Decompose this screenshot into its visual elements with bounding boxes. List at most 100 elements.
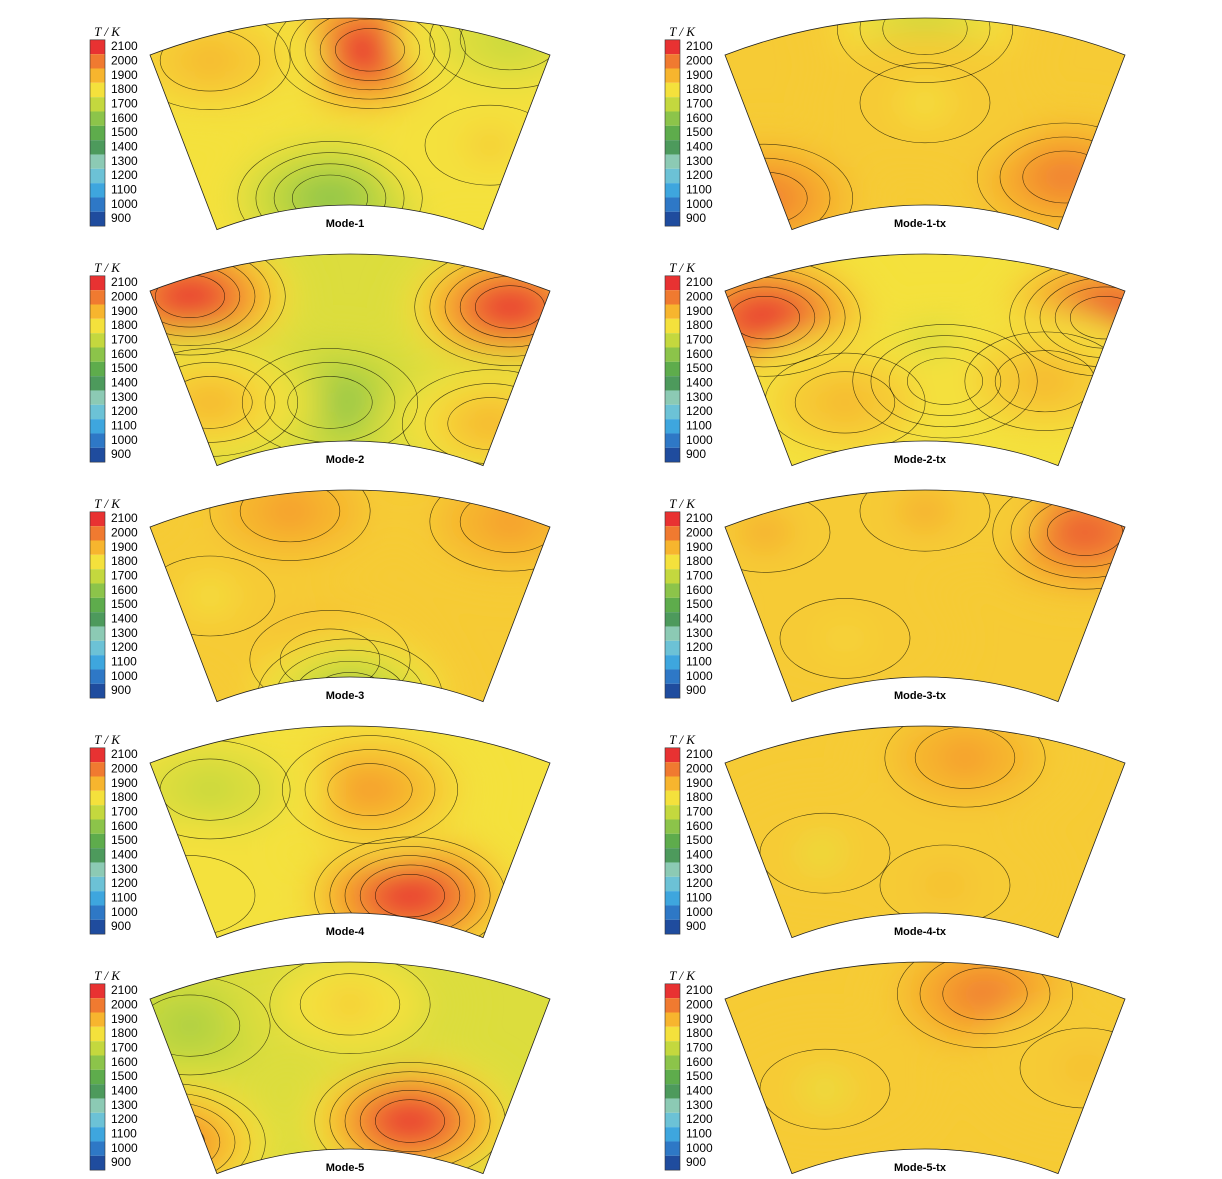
colorbar-tick-label: 1000 <box>686 905 713 919</box>
colorbar-tick-label: 1000 <box>111 905 138 919</box>
colorbar-tick-label: 1900 <box>111 304 138 318</box>
colorbar-tick-label: 2000 <box>686 526 713 540</box>
panel-title: Mode-3 <box>326 690 365 702</box>
colorbar-swatch <box>90 362 105 376</box>
colorbar-swatch <box>665 526 680 540</box>
field-spots <box>648 439 1202 710</box>
colorbar-label: T / K <box>669 968 696 983</box>
colorbar-tick-label: 1400 <box>686 139 713 153</box>
colorbar-tick-label: 2100 <box>111 39 138 53</box>
colorbar-tick-label: 1300 <box>686 1098 713 1112</box>
panel-title: Mode-5 <box>326 1162 365 1174</box>
colorbar-swatch <box>90 998 105 1012</box>
field-spot <box>484 506 536 538</box>
colorbar-swatch <box>665 819 680 833</box>
colorbar-swatch <box>665 111 680 125</box>
colorbar-swatch <box>90 111 105 125</box>
colorbar-tick-label: 1600 <box>111 819 138 833</box>
colorbar-tick-label: 1200 <box>686 876 713 890</box>
colorbar-tick-label: 900 <box>686 1155 706 1169</box>
colorbar-swatch <box>90 419 105 433</box>
colorbar-tick-label: 1600 <box>111 583 138 597</box>
colorbar-tick-label: 1500 <box>686 1069 713 1083</box>
colorbar-swatch <box>90 68 105 82</box>
colorbar-swatch <box>90 376 105 390</box>
panel-title: Mode-1-tx <box>894 218 947 230</box>
contour-field <box>648 246 1222 475</box>
panel: T / K21002000190018001700160015001400130… <box>665 922 1202 1174</box>
colorbar-swatch <box>90 405 105 419</box>
colorbar-swatch <box>665 1027 680 1041</box>
colorbar-swatch <box>90 183 105 197</box>
colorbar-swatch <box>90 920 105 934</box>
colorbar-tick-label: 2100 <box>111 747 138 761</box>
colorbar-swatch <box>665 1012 680 1026</box>
colorbar-tick-label: 1600 <box>686 583 713 597</box>
colorbar-swatch <box>665 433 680 447</box>
colorbar-tick-label: 2000 <box>686 998 713 1012</box>
colorbar-tick-label: 900 <box>111 1155 131 1169</box>
colorbar-tick-label: 1500 <box>111 361 138 375</box>
panel-title: Mode-1 <box>326 218 365 230</box>
colorbar-swatch <box>665 290 680 304</box>
colorbar-tick-label: 1300 <box>111 626 138 640</box>
colorbar-tick-label: 1900 <box>111 68 138 82</box>
colorbar-tick-label: 1100 <box>686 890 712 904</box>
colorbar-swatch <box>665 776 680 790</box>
colorbar-swatch <box>90 526 105 540</box>
colorbar-swatch <box>90 1084 105 1098</box>
colorbar-swatch <box>665 669 680 683</box>
colorbar-swatch <box>90 1113 105 1127</box>
field-spot <box>144 1126 196 1158</box>
colorbar-swatch <box>90 1156 105 1170</box>
colorbar-swatch <box>90 154 105 168</box>
colorbar-swatch <box>90 862 105 876</box>
colorbar-tick-label: 1700 <box>111 332 138 346</box>
colorbar-tick-label: 1300 <box>111 862 138 876</box>
colorbar-swatch <box>665 569 680 583</box>
field-spot <box>1019 365 1071 397</box>
colorbar-tick-label: 1800 <box>111 554 138 568</box>
colorbar-swatch <box>90 555 105 569</box>
colorbar-swatch <box>90 819 105 833</box>
colorbar-tick-label: 2000 <box>686 54 713 68</box>
colorbar-swatch <box>665 376 680 390</box>
colorbar-tick-label: 2100 <box>111 511 138 525</box>
colorbar-tick-label: 1200 <box>686 640 713 654</box>
field-spot <box>739 302 791 334</box>
colorbar-tick-label: 900 <box>111 447 131 461</box>
field-spot <box>164 880 216 912</box>
colorbar-label: T / K <box>94 24 121 39</box>
colorbar-label: T / K <box>669 260 696 275</box>
field-spot <box>384 880 436 912</box>
colorbar-tick-label: 1900 <box>111 540 138 554</box>
colorbar-swatch <box>665 1127 680 1141</box>
colorbar-swatch <box>665 877 680 891</box>
colorbar-tick-label: 1500 <box>111 597 138 611</box>
field-spot <box>959 978 1011 1010</box>
colorbar-tick-label: 1700 <box>686 804 713 818</box>
colorbar-swatch <box>90 433 105 447</box>
panel: T / K21002000190018001700160015001400130… <box>73 718 550 968</box>
field-spot <box>799 1073 851 1105</box>
colorbar-swatch <box>665 1113 680 1127</box>
colorbar-tick-label: 1200 <box>686 404 713 418</box>
colorbar-swatch <box>90 762 105 776</box>
colorbar-swatch <box>90 791 105 805</box>
colorbar-tick-label: 1400 <box>686 611 713 625</box>
colorbar-swatch <box>665 1156 680 1170</box>
colorbar-swatch <box>90 1098 105 1112</box>
colorbar-tick-label: 1600 <box>111 347 138 361</box>
panel-title: Mode-5-tx <box>894 1162 947 1174</box>
field-spots <box>93 439 627 767</box>
colorbar-swatch <box>665 583 680 597</box>
colorbar-tick-label: 1200 <box>111 404 138 418</box>
colorbar-tick-label: 1700 <box>686 568 713 582</box>
colorbar-swatch <box>90 1012 105 1026</box>
colorbar-swatch <box>665 319 680 333</box>
colorbar-tick-label: 1400 <box>111 375 138 389</box>
colorbar-label: T / K <box>94 732 121 747</box>
panel: T / K21002000190018001700160015001400130… <box>648 246 1222 475</box>
colorbar-swatch <box>665 1041 680 1055</box>
colorbar-tick-label: 1300 <box>686 862 713 876</box>
